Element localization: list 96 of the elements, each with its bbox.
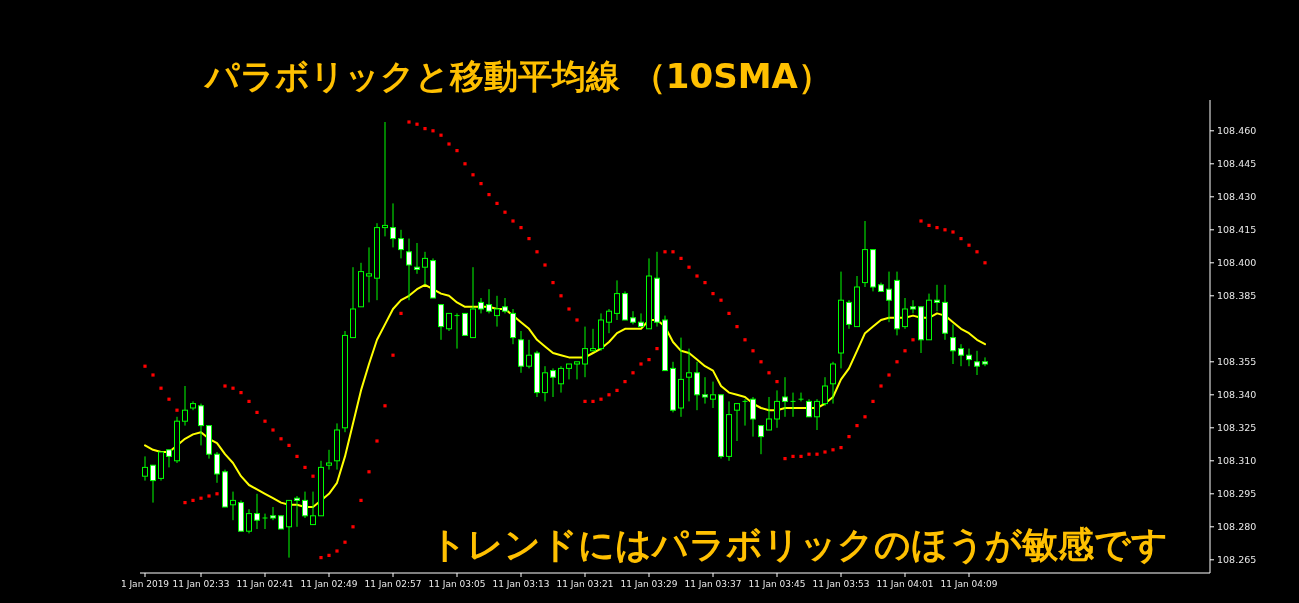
candlestick <box>742 398 748 427</box>
candlestick <box>214 451 220 484</box>
candlestick <box>886 271 892 323</box>
candlestick <box>902 297 908 330</box>
candlestick <box>558 365 564 394</box>
candlestick <box>934 284 940 312</box>
x-tick-label: 11 Jan 02:33 <box>172 579 230 589</box>
annotation: トレンドにはパラボリックのほうが敏感です <box>430 524 1168 565</box>
x-tick-label: 11 Jan 04:01 <box>876 579 934 589</box>
candlestick <box>910 299 916 314</box>
candlestick <box>526 339 532 369</box>
y-tick-label: 108.460 <box>1217 125 1257 137</box>
candlestick <box>294 495 300 528</box>
candlestick <box>230 491 236 521</box>
candlestick <box>766 396 772 431</box>
candlestick <box>150 464 156 504</box>
candlestick <box>734 403 740 442</box>
candlestick <box>462 312 468 336</box>
candlestick <box>390 202 396 248</box>
x-tick-label: 11 Jan 03:13 <box>492 579 550 589</box>
candlestick <box>494 295 500 328</box>
y-tick-label: 108.340 <box>1217 389 1257 401</box>
x-tick-label: 11 Jan 03:05 <box>428 579 486 589</box>
candlestick <box>246 508 252 534</box>
candlestick <box>366 246 372 303</box>
candlestick <box>982 356 988 367</box>
candlestick <box>694 361 700 411</box>
x-tick-label: 11 Jan 03:29 <box>620 579 678 589</box>
chart-title: パラボリックと移動平均線 （10SMA） <box>203 56 832 96</box>
candlestick <box>686 348 692 402</box>
candlestick <box>478 297 484 314</box>
candlestick <box>614 279 620 321</box>
x-tick-label: 1 Jan 2019 <box>120 579 170 589</box>
x-tick-label: 11 Jan 04:09 <box>940 579 998 589</box>
candlestick <box>702 376 708 405</box>
candlestick <box>758 425 764 455</box>
candlestick <box>398 229 404 259</box>
y-tick-label: 108.355 <box>1217 356 1257 368</box>
x-tick-label: 11 Jan 02:41 <box>236 579 294 589</box>
x-tick-label: 11 Jan 03:45 <box>748 579 806 589</box>
y-tick-label: 108.385 <box>1217 290 1257 302</box>
candlestick <box>630 310 636 325</box>
candlestick <box>270 506 276 521</box>
candlestick <box>302 491 308 519</box>
candlestick <box>182 385 188 427</box>
candlestick <box>310 491 316 526</box>
candlestick <box>606 308 612 334</box>
candlestick <box>142 455 148 482</box>
candlestick <box>382 121 388 237</box>
y-tick-label: 108.310 <box>1217 455 1257 467</box>
candlestick <box>262 513 268 530</box>
x-tick-label: 11 Jan 03:21 <box>556 579 614 589</box>
candlestick <box>822 376 828 407</box>
candlestick <box>566 363 572 380</box>
candlestick <box>254 493 260 530</box>
candlestick <box>750 396 756 438</box>
candlestick <box>638 312 644 328</box>
candlestick <box>590 328 596 352</box>
candlestick <box>830 361 836 405</box>
y-tick-label: 108.415 <box>1217 224 1257 236</box>
candlestick <box>438 304 444 341</box>
x-tick-label: 11 Jan 03:53 <box>812 579 870 589</box>
y-tick-label: 108.280 <box>1217 521 1257 533</box>
candlestick <box>958 343 964 367</box>
candlestick <box>950 323 956 365</box>
candlestick <box>166 449 172 468</box>
candlestick <box>486 288 492 314</box>
y-tick-label: 108.400 <box>1217 257 1257 269</box>
candlestick <box>790 392 796 418</box>
candlestick <box>502 297 508 314</box>
candlestick <box>454 312 460 350</box>
y-tick-label: 108.430 <box>1217 191 1257 203</box>
candlestick <box>574 361 580 380</box>
candlestick <box>710 381 716 409</box>
candlestick <box>422 251 428 286</box>
candlestick <box>774 389 780 429</box>
y-tick-label: 108.295 <box>1217 488 1257 500</box>
candlestick <box>814 398 820 431</box>
y-tick-label: 108.445 <box>1217 158 1257 170</box>
candlestick <box>414 242 420 275</box>
x-tick-label: 11 Jan 02:49 <box>300 579 358 589</box>
candlestick <box>798 392 804 402</box>
candlestick <box>326 449 332 471</box>
candlestick <box>198 403 204 446</box>
candlestick <box>974 350 980 376</box>
candlestick <box>782 376 788 418</box>
candlestick <box>406 238 412 301</box>
y-tick-label: 108.265 <box>1217 554 1257 566</box>
candlestick <box>846 299 852 330</box>
candlestick <box>966 348 972 367</box>
candlestick <box>542 365 548 402</box>
x-tick-label: 11 Jan 03:37 <box>684 579 742 589</box>
candlestick <box>582 326 588 378</box>
candlestick <box>550 367 556 398</box>
x-tick-label: 11 Jan 02:57 <box>364 579 422 589</box>
y-tick-label: 108.325 <box>1217 422 1257 434</box>
